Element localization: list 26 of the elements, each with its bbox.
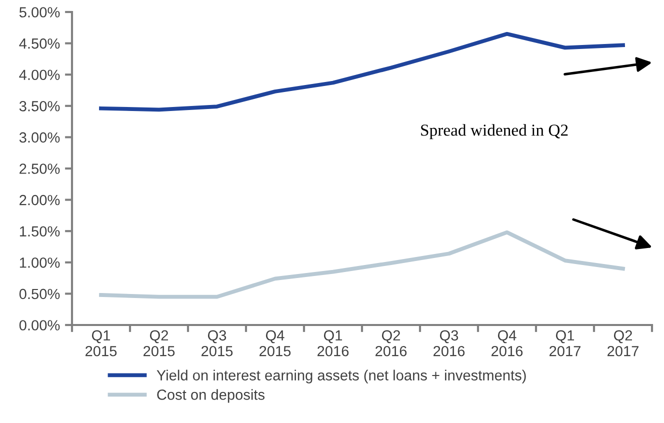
y-tick-label: 2.50% [20,164,60,174]
x-tick-label: Q2 2017 [608,330,638,356]
y-tick-label: 2.00% [20,194,60,206]
y-tick-label: 3.00% [19,132,60,143]
y-tick-label: 1.50% [20,226,60,237]
x-tick-label: Q1 2016 [318,330,349,356]
line-series [99,230,625,299]
x-tick-label: Q4 2016 [492,330,523,356]
x-tick-label: Q1 2017 [550,330,580,356]
annotation: Spread widened in Q2 [421,124,568,140]
y-tick-label: 0.50% [19,288,60,300]
legend-label: Yield on interest earning assets (net loans + investments) [156,370,526,384]
x-tick-label: Q2 2015 [144,330,175,356]
y-tick-label: 0.00% [19,320,60,330]
x-tick-label: Q3 2015 [202,330,233,356]
x-tick-label: Q3 2016 [434,330,465,356]
y-tick-label: 4.50% [19,38,60,49]
y-tick-label: 1.00% [20,258,60,268]
y-tick-label: 5.00% [19,7,60,18]
x-tick-label: Q2 2016 [376,330,407,356]
y-tick-label: 4.00% [19,70,60,80]
line-series [99,32,625,112]
x-tick-label: Q4 2015 [260,330,291,356]
legend-label: Cost on deposits [157,389,265,403]
x-tick-label: Q1 2015 [86,330,117,356]
y-tick-label: 3.50% [19,101,60,112]
